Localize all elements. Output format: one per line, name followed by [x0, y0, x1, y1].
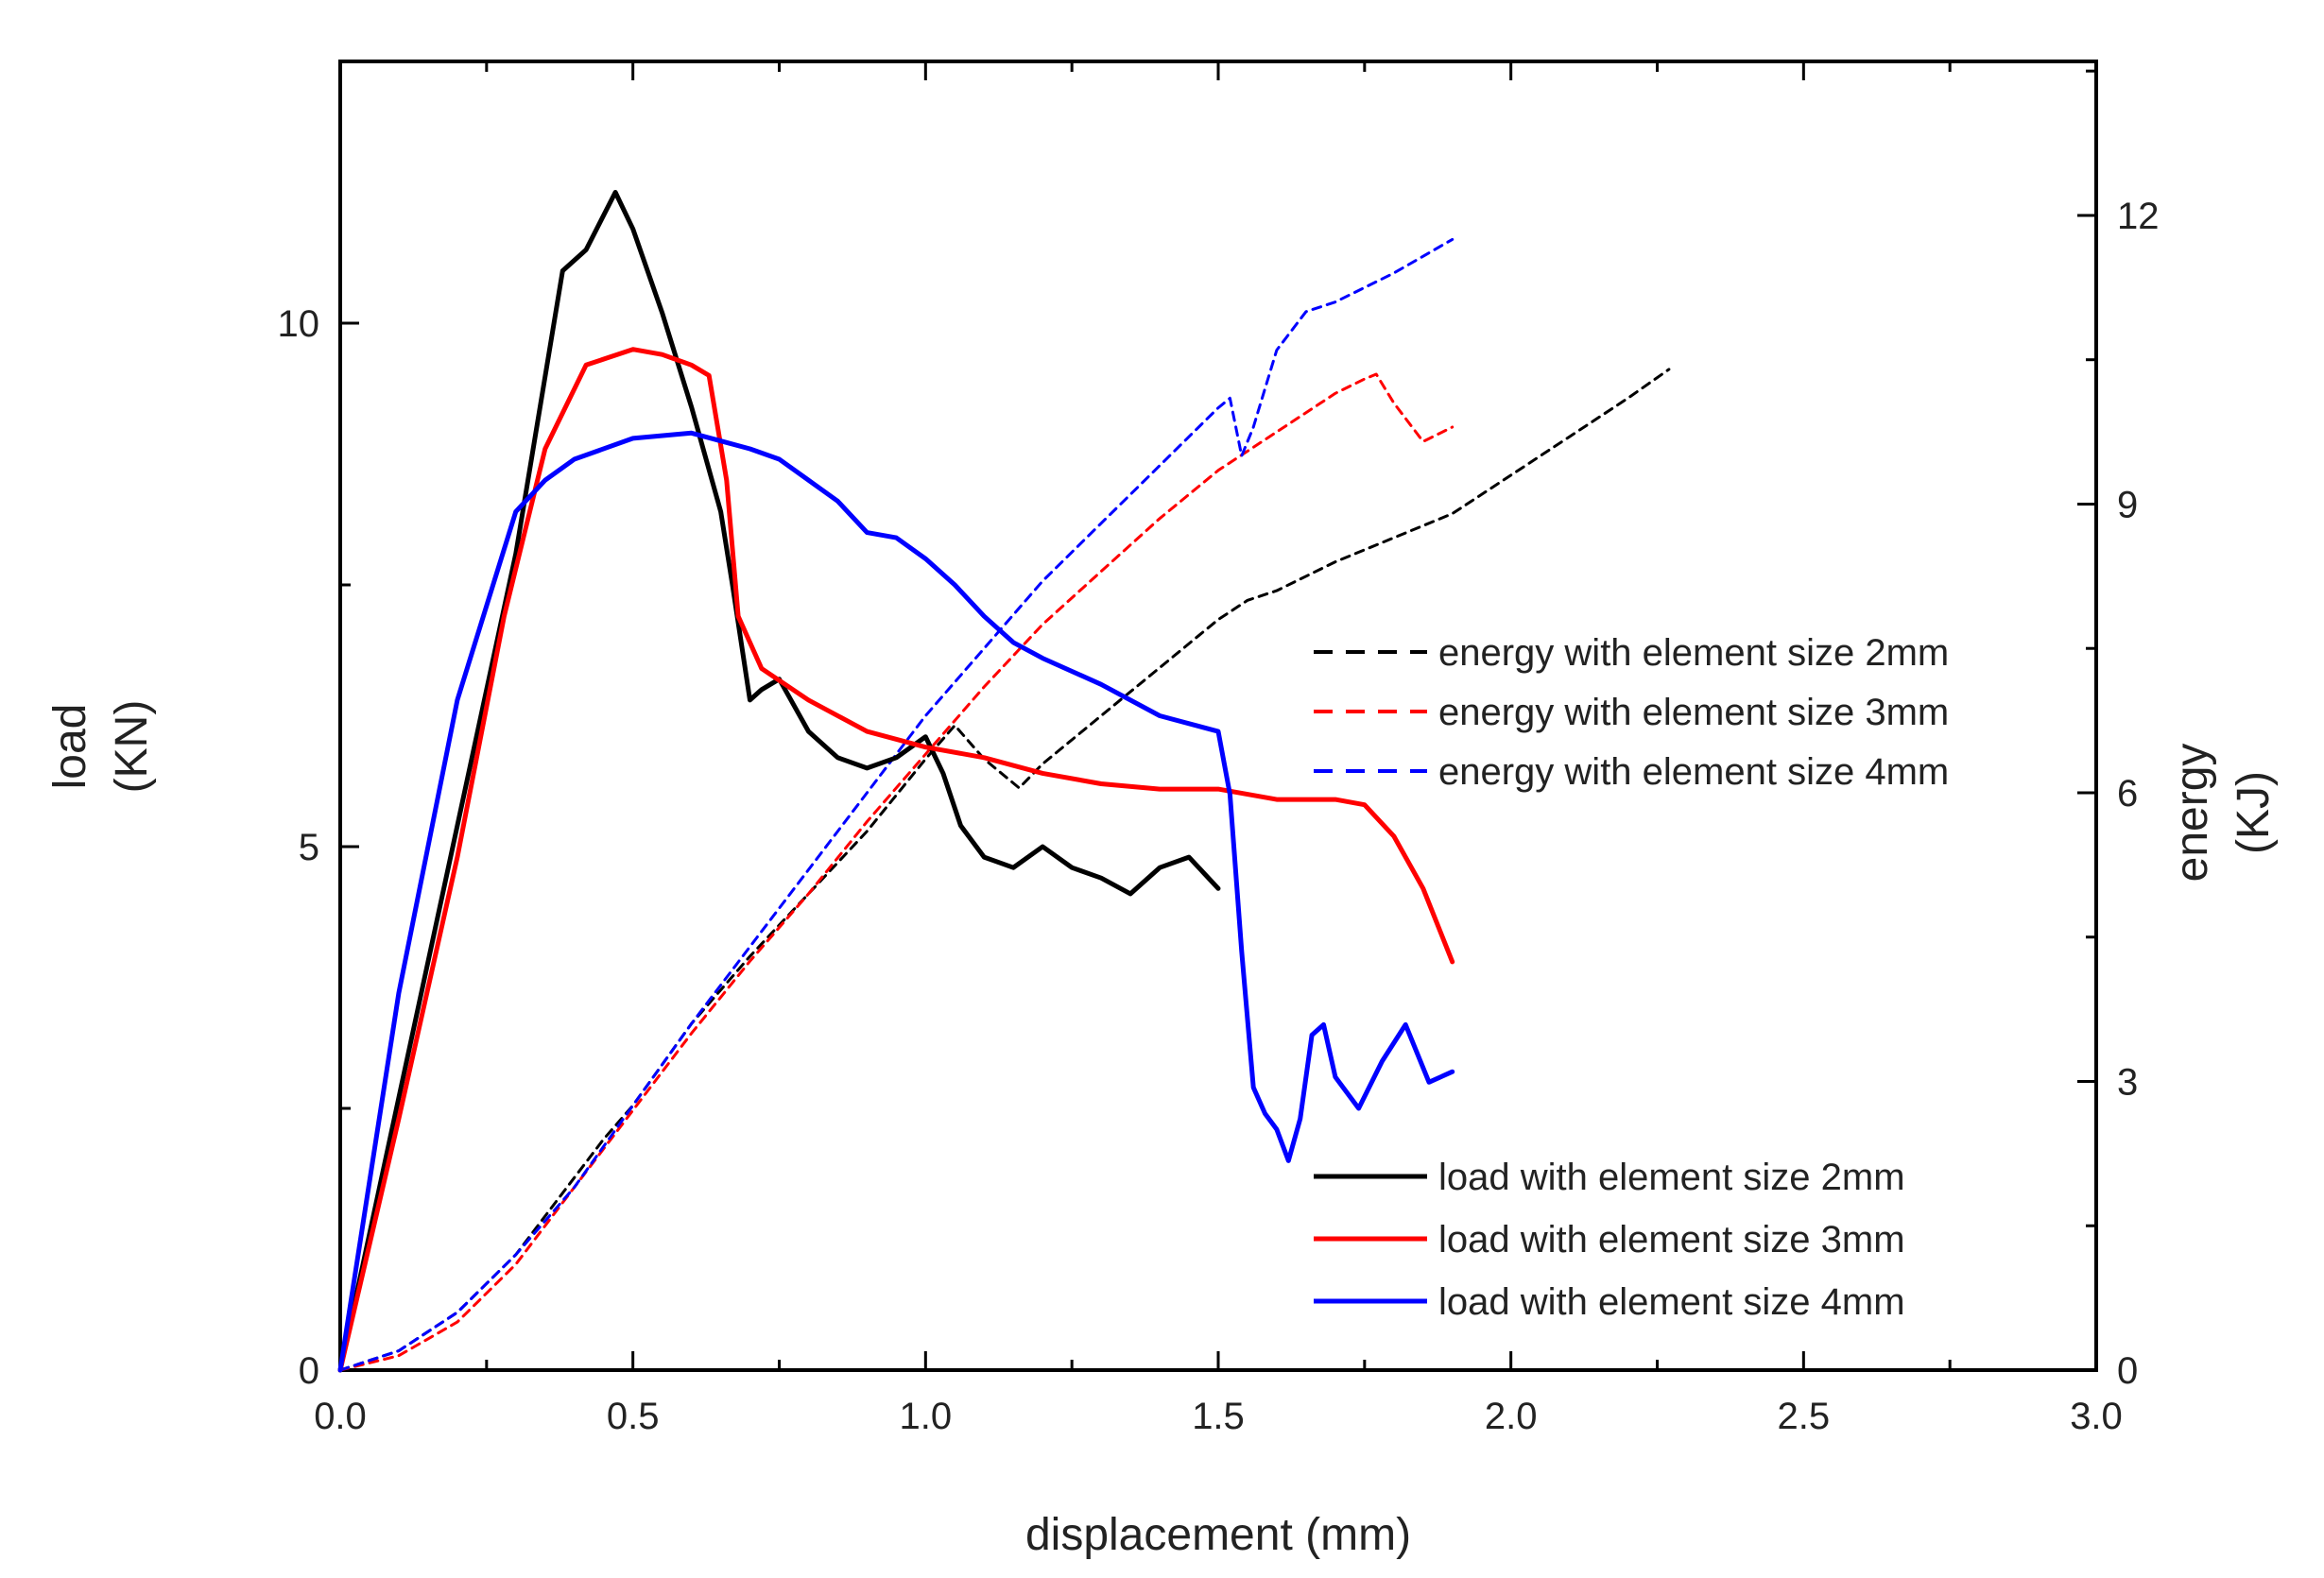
legend-label: load with element size 3mm: [1438, 1219, 1905, 1261]
legend-label: load with element size 4mm: [1438, 1281, 1905, 1323]
legend-label: load with element size 2mm: [1438, 1157, 1905, 1198]
y-right-axis-title-line2: (KJ): [2229, 771, 2279, 854]
legend-load: load with element size 2mm load with elem…: [1314, 1157, 1905, 1323]
y-left-axis-title: load (KN): [45, 700, 157, 794]
series-line-energy-2: [338, 237, 1455, 1372]
y-right-tick-label: 12: [2117, 196, 2160, 237]
x-tick-label: 0.0: [314, 1396, 367, 1437]
y-right-tick-label: 9: [2117, 484, 2138, 525]
y-right-axis-title: energy (KJ): [2167, 744, 2279, 883]
y-left-axis-title-line2: (KN): [107, 700, 157, 794]
x-tick-label: 2.0: [1485, 1396, 1538, 1437]
legend-label: energy with element size 2mm: [1438, 632, 1949, 674]
y-left-tick-label: 5: [299, 827, 319, 868]
series-layer: [337, 190, 1671, 1373]
y-left-axis-title-line1: load: [45, 704, 95, 790]
series-line-energy-0: [338, 368, 1671, 1372]
x-axis-title: displacement (mm): [1025, 1510, 1411, 1560]
y-right-tick-label: 3: [2117, 1061, 2138, 1103]
legend-energy: energy with element size 2mm energy with …: [1314, 632, 1949, 793]
series-line-energy-1: [338, 372, 1455, 1372]
x-tick-label: 0.5: [607, 1396, 660, 1437]
x-tick-label: 2.5: [1778, 1396, 1831, 1437]
series-line-load-4: [337, 347, 1455, 1373]
x-tick-label: 1.5: [1192, 1396, 1245, 1437]
x-tick-label: 1.0: [900, 1396, 953, 1437]
series-line-load-5: [337, 430, 1455, 1373]
y-left-tick-label: 0: [299, 1350, 319, 1392]
y-right-axis-title-line1: energy: [2167, 744, 2217, 883]
legend-label: energy with element size 4mm: [1438, 751, 1949, 793]
y-right-tick-label: 6: [2117, 773, 2138, 815]
y-left-tick-label: 10: [278, 303, 320, 345]
x-tick-label: 3.0: [2070, 1396, 2123, 1437]
y-right-tick-label: 0: [2117, 1350, 2138, 1392]
legend-label: energy with element size 3mm: [1438, 692, 1949, 733]
series-line-load-3: [337, 190, 1221, 1373]
